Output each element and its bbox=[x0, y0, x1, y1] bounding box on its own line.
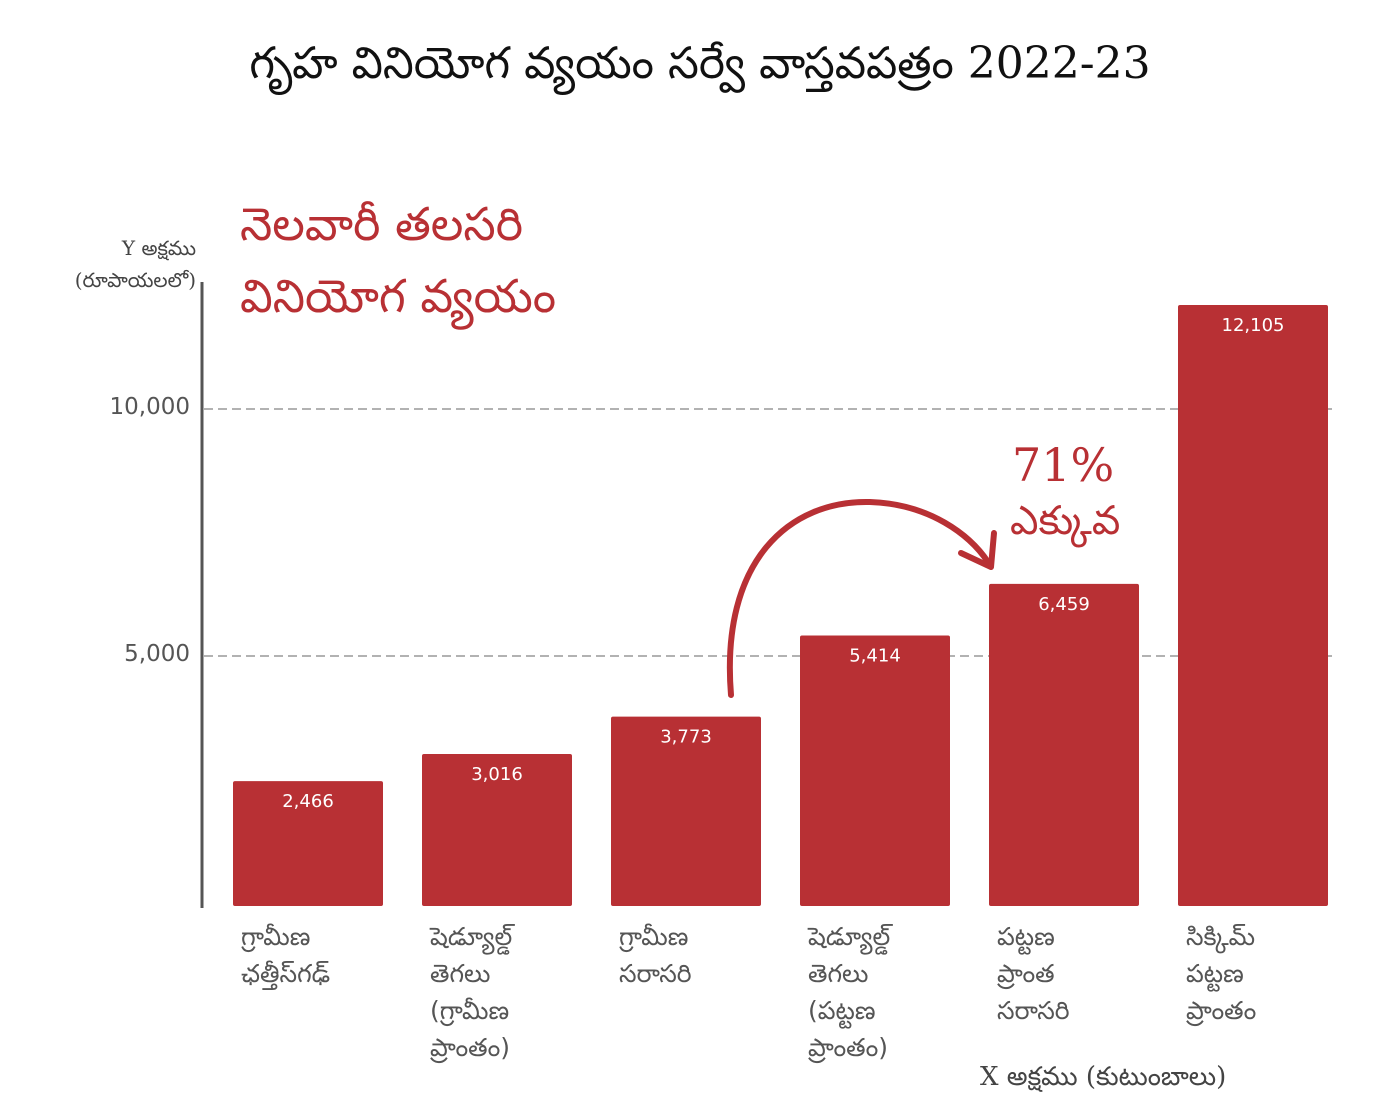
bar-value-label-0: 2,466 bbox=[282, 791, 334, 812]
y-tick-label-10000: 10,000 bbox=[109, 394, 190, 420]
bar-value-label-4: 6,459 bbox=[1038, 594, 1090, 615]
chart-title: గృహ వినియోగ వ్యయం సర్వే వాస్తవపత్రం 2022… bbox=[249, 38, 1151, 89]
bar-value-label-1: 3,016 bbox=[471, 764, 523, 785]
x-category-label-5: సిక్కిమ్ పట్టణ ప్రాంతం bbox=[1186, 922, 1257, 1025]
x-category-label-4: పట్టణ ప్రాంత సరాసరి bbox=[997, 922, 1070, 1025]
bar-0 bbox=[233, 781, 383, 906]
y-tick-label-5000: 5,000 bbox=[124, 641, 190, 667]
chart-subtitle: నెలవారీ తలసరి వినియోగ వ్యయం bbox=[240, 197, 557, 323]
x-category-label-2: గ్రామీణ సరాసరి bbox=[619, 922, 692, 988]
x-category-label-3: షెడ్యూల్డ్ తెగలు (పట్టణ ప్రాంతం) bbox=[808, 922, 891, 1062]
bar-value-label-5: 12,105 bbox=[1222, 315, 1285, 336]
bar-1 bbox=[422, 754, 572, 906]
increase-arrow bbox=[726, 498, 997, 698]
increase-arrow-head bbox=[958, 530, 997, 570]
x-category-label-0: గ్రామీణ ఛత్తీస్‌గఢ్ bbox=[241, 922, 331, 988]
bar-2 bbox=[611, 716, 761, 906]
increase-arrow-curve bbox=[726, 498, 991, 698]
x-category-label-1: షెడ్యూల్డ్ తెగలు (గ్రామీణ ప్రాంతం) bbox=[430, 922, 513, 1062]
bar-4 bbox=[989, 583, 1139, 906]
annotation-text: ఎక్కువ bbox=[1010, 498, 1121, 544]
y-axis-label: Y అక్షము (రూపాయలలో) bbox=[74, 236, 196, 292]
x-axis-label: X అక్షము (కుటుంబాలు) bbox=[980, 1062, 1227, 1092]
bar-5 bbox=[1178, 305, 1328, 906]
annotation-percent: 71% bbox=[1012, 438, 1115, 492]
bar-value-label-3: 5,414 bbox=[849, 646, 901, 667]
bar-3 bbox=[800, 635, 950, 906]
bar-value-label-2: 3,773 bbox=[660, 727, 712, 748]
